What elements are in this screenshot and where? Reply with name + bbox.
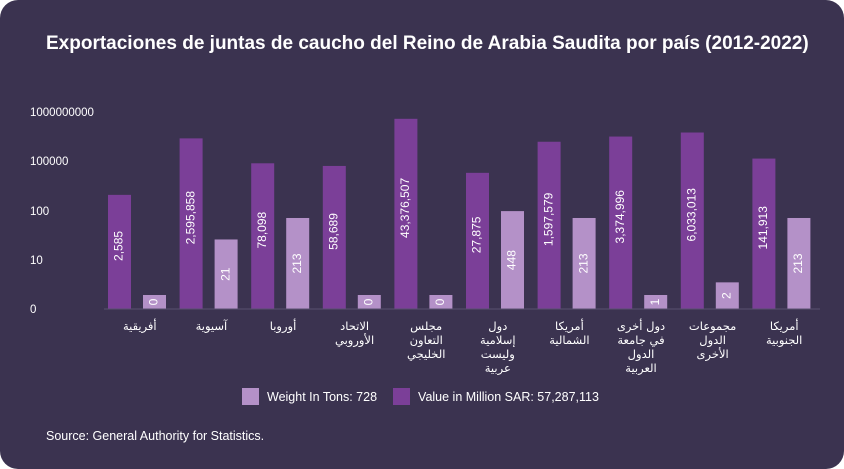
data-label-weight: 1 (648, 298, 662, 305)
bar-weight (286, 217, 310, 309)
legend-item-weight: Weight In Tons: 728 (242, 388, 377, 405)
legend-swatch-weight (242, 388, 259, 405)
bar-value (108, 194, 131, 309)
data-label-weight: 21 (218, 267, 232, 281)
y-tick-label: 0 (30, 304, 36, 316)
data-label-weight: 2 (719, 292, 733, 299)
data-label-value: 141,913 (756, 206, 770, 250)
x-category-label: عربية (485, 361, 511, 376)
bar-weight (572, 217, 596, 309)
chart-title: Exportaciones de juntas de caucho del Re… (46, 33, 809, 54)
bar-weight (715, 282, 739, 309)
legend-label-weight: Weight In Tons: 728 (267, 389, 378, 404)
data-label-value: 43,376,507 (398, 178, 412, 238)
bar-value (752, 158, 776, 309)
data-label-weight: 0 (433, 298, 447, 305)
x-category-label: أوروبا (270, 318, 297, 334)
x-category-label: التعاون (410, 333, 443, 348)
y-tick-label: 1000000000 (30, 107, 94, 119)
data-label-weight: 213 (791, 253, 805, 273)
x-category-label: أفريقية (123, 318, 157, 334)
bar-weight (787, 217, 811, 309)
y-tick-label: 100 (30, 206, 49, 218)
data-label-value: 6,033,013 (684, 188, 698, 242)
x-category-label: الدول (628, 347, 655, 362)
source-note: Source: General Authority for Statistics… (46, 429, 265, 443)
bar-weight (214, 239, 238, 309)
x-category-label: الاتحاد (340, 319, 369, 333)
bar-value (680, 132, 704, 309)
legend-label-value: Value in Million SAR: 57,287,113 (418, 389, 599, 404)
data-label-value: 58,689 (326, 213, 340, 250)
bar-weight (501, 211, 524, 309)
bar-weight (429, 295, 453, 309)
x-category-label: الشمالية (549, 333, 589, 347)
x-category-label: إسلامية (480, 333, 516, 347)
data-label-weight: 448 (505, 250, 519, 270)
bar-weight (644, 295, 668, 309)
bar-value (251, 163, 275, 309)
data-label-value: 27,875 (470, 216, 484, 253)
x-category-label: الأوروبي (335, 333, 374, 348)
data-label-weight: 0 (361, 298, 375, 305)
data-label-value: 1,597,579 (541, 192, 555, 246)
data-label-weight: 0 (147, 298, 161, 305)
x-category-label: مجلس (410, 319, 442, 334)
y-tick-label: 10 (30, 255, 43, 267)
x-category-label: مجموعات (689, 319, 736, 334)
bar-weight (143, 295, 166, 309)
data-label-value: 2,595,858 (183, 191, 197, 245)
bar-value (179, 138, 203, 309)
bar-value (466, 172, 489, 309)
bar-weight (357, 295, 381, 309)
x-category-label: أمريكا (770, 318, 799, 334)
x-category-label: الخليجي (407, 347, 445, 361)
x-category-label: دول أخرى (617, 318, 665, 334)
legend-swatch-value (393, 388, 411, 405)
data-label-value: 78,098 (255, 211, 269, 248)
bar-value (394, 118, 418, 309)
x-category-label: العربية (625, 361, 656, 376)
data-label-weight: 213 (576, 253, 590, 273)
bar-value (537, 141, 561, 309)
bar-value (609, 136, 633, 309)
x-category-label: آسيوية (196, 319, 228, 334)
x-category-label: أمريكا (555, 318, 584, 334)
bar-value (322, 165, 346, 309)
x-category-label: الجنوبية (766, 333, 802, 348)
data-label-weight: 213 (290, 253, 304, 273)
y-tick-label: 100000 (30, 156, 68, 168)
x-category-label: الدول (699, 333, 726, 348)
x-category-label: الأخرى (696, 347, 728, 362)
data-label-value: 3,374,996 (613, 190, 627, 244)
x-category-label: دول (488, 319, 507, 334)
x-category-label: في جامعة (617, 333, 664, 347)
legend-item-value: Value in Million SAR: 57,287,113 (393, 388, 599, 405)
data-label-value: 2,585 (112, 231, 126, 261)
legend: Weight In Tons: 728 Value in Million SAR… (242, 388, 615, 405)
x-category-label: وليست (481, 347, 515, 362)
